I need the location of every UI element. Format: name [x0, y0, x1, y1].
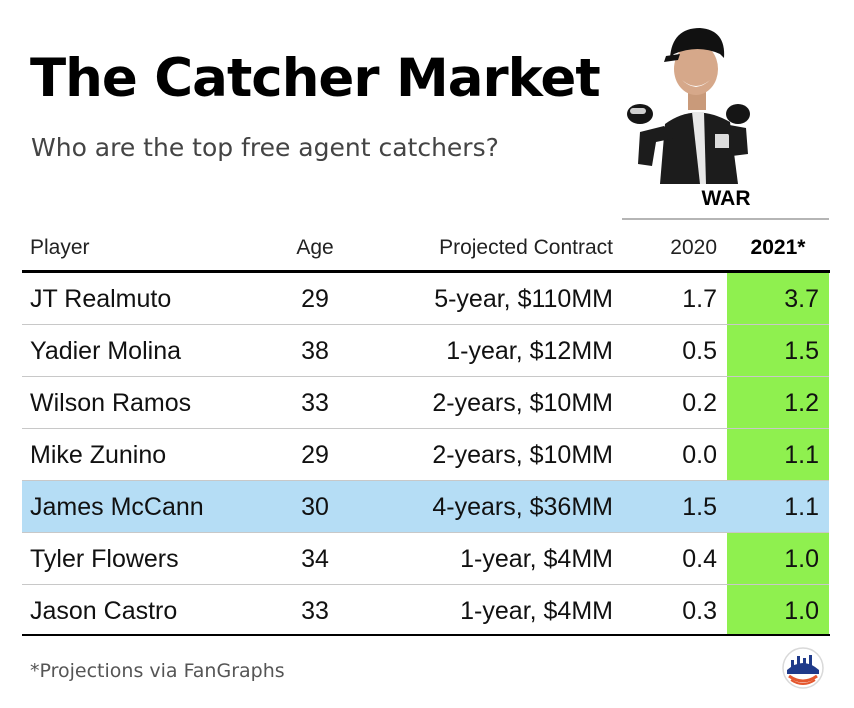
war-2021-value: 1.5 — [784, 337, 819, 365]
player-name: Jason Castro — [30, 597, 178, 625]
team-logo-icon — [782, 647, 824, 689]
war-group-label: WAR — [701, 187, 751, 210]
player-age: 29 — [301, 441, 329, 469]
player-age: 29 — [301, 285, 329, 313]
page-subtitle: Who are the top free agent catchers? — [31, 133, 499, 162]
projected-contract: 1-year, $4MM — [460, 545, 613, 573]
header-player: Player — [30, 236, 90, 259]
row-divider — [22, 480, 829, 481]
table-bottom-rule — [22, 634, 830, 636]
footnote: *Projections via FanGraphs — [30, 660, 285, 682]
row-divider — [22, 584, 829, 585]
player-name: Mike Zunino — [30, 441, 167, 469]
player-name: James McCann — [30, 493, 204, 521]
header-rule — [22, 270, 830, 273]
row-divider — [22, 532, 829, 533]
player-name: Tyler Flowers — [30, 545, 179, 573]
war-2020-value: 1.7 — [682, 285, 717, 313]
header-war-2020: 2020 — [670, 236, 717, 259]
table-row-highlighted: James McCann 30 4-years, $36MM 1.5 1.1 — [0, 481, 854, 533]
header-age: Age — [296, 236, 334, 259]
table-header: Player Age Projected Contract 2020 2021* — [0, 228, 854, 270]
player-name: Yadier Molina — [30, 337, 182, 365]
player-name: JT Realmuto — [30, 285, 172, 313]
table-row: Yadier Molina 38 1-year, $12MM 0.5 1.5 — [0, 325, 854, 377]
row-divider — [22, 324, 829, 325]
war-2020-value: 0.0 — [682, 441, 717, 469]
player-age: 33 — [301, 597, 329, 625]
war-group-rule — [622, 218, 829, 220]
projected-contract: 5-year, $110MM — [434, 285, 613, 313]
table-row: JT Realmuto 29 5-year, $110MM 1.7 3.7 — [0, 273, 854, 325]
table-body: JT Realmuto 29 5-year, $110MM 1.7 3.7 Ya… — [0, 273, 854, 637]
war-2020-value: 0.5 — [682, 337, 717, 365]
war-2021-value: 1.2 — [784, 389, 819, 417]
row-divider — [22, 376, 829, 377]
projected-contract: 2-years, $10MM — [432, 441, 613, 469]
table-row: Tyler Flowers 34 1-year, $4MM 0.4 1.0 — [0, 533, 854, 585]
player-age: 38 — [301, 337, 329, 365]
war-2021-value: 1.0 — [784, 545, 819, 573]
player-age: 34 — [301, 545, 329, 573]
war-2021-value: 1.0 — [784, 597, 819, 625]
row-highlight-fill — [22, 481, 829, 533]
projected-contract: 1-year, $4MM — [460, 597, 613, 625]
war-2021-column-fill — [727, 273, 829, 635]
page-title: The Catcher Market — [30, 48, 601, 109]
war-2021-value: 1.1 — [784, 441, 819, 469]
war-2020-value: 1.5 — [682, 493, 717, 521]
player-age: 30 — [301, 493, 329, 521]
war-2020-value: 0.2 — [682, 389, 717, 417]
projected-contract: 2-years, $10MM — [432, 389, 613, 417]
header-war-2021: 2021* — [750, 236, 806, 259]
war-2020-value: 0.4 — [682, 545, 717, 573]
war-2021-value: 1.1 — [784, 493, 819, 521]
player-name: Wilson Ramos — [30, 389, 192, 417]
baseball-player-photo — [620, 14, 770, 184]
table-row: Wilson Ramos 33 2-years, $10MM 0.2 1.2 — [0, 377, 854, 429]
player-age: 33 — [301, 389, 329, 417]
header-contract: Projected Contract — [439, 236, 613, 259]
row-divider — [22, 428, 829, 429]
projected-contract: 1-year, $12MM — [446, 337, 613, 365]
table-row: Jason Castro 33 1-year, $4MM 0.3 1.0 — [0, 585, 854, 637]
projected-contract: 4-years, $36MM — [432, 493, 613, 521]
war-2021-value: 3.7 — [784, 285, 819, 313]
war-2020-value: 0.3 — [682, 597, 717, 625]
table-row: Mike Zunino 29 2-years, $10MM 0.0 1.1 — [0, 429, 854, 481]
